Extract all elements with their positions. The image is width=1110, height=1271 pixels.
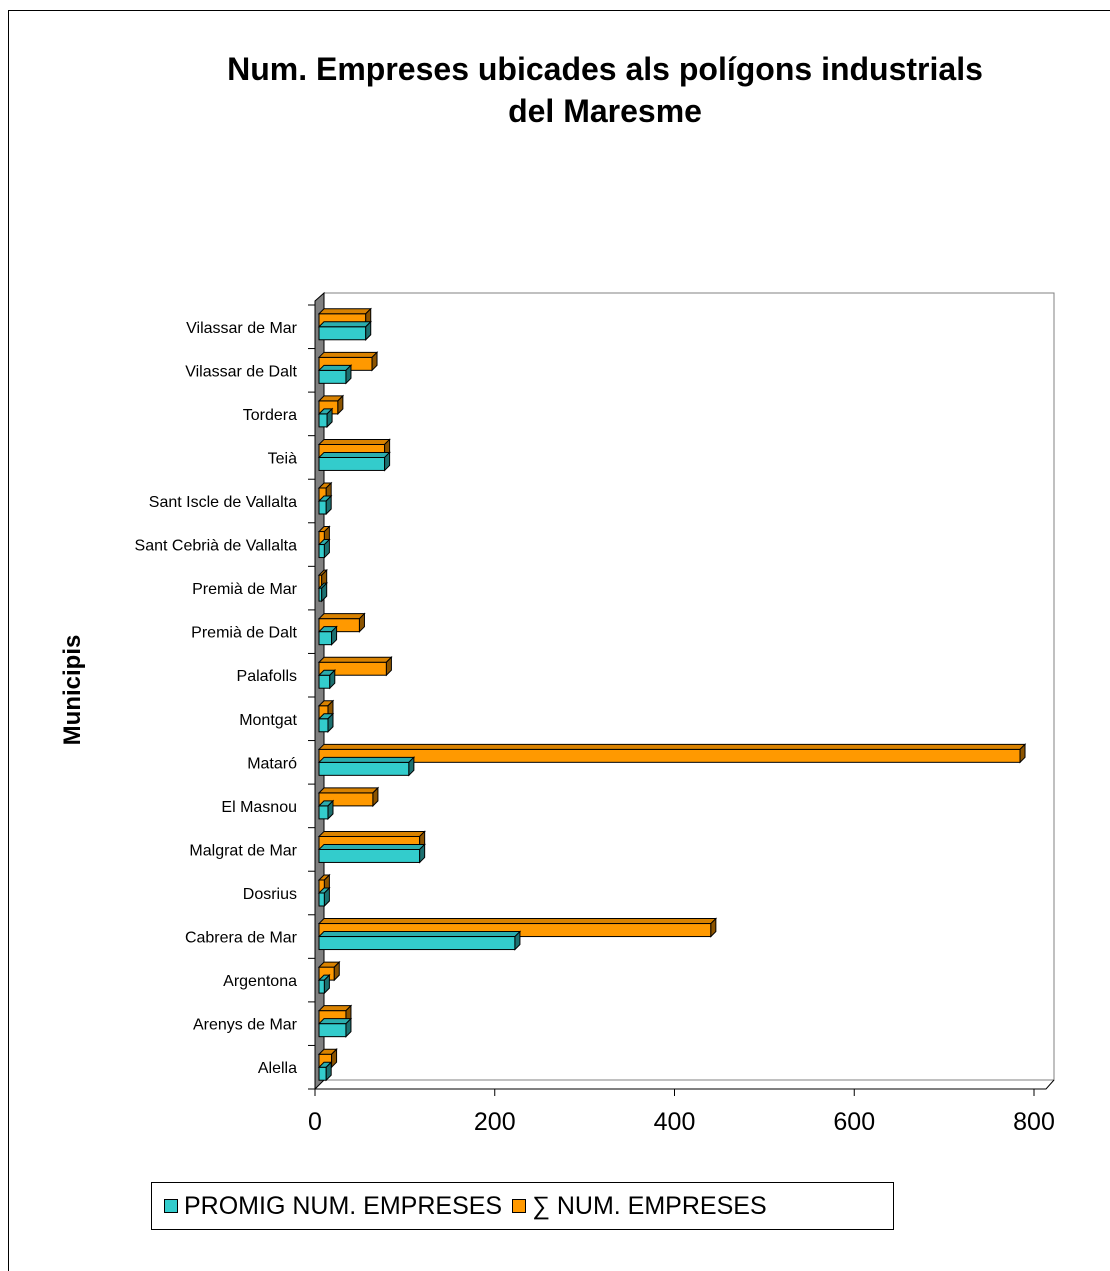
x-tick-label: 800 <box>1013 1108 1055 1136</box>
bar-promig-end <box>345 364 352 385</box>
bar-promig <box>318 761 410 776</box>
bar-promig-end <box>384 451 391 472</box>
bar-sum-top <box>317 743 1027 750</box>
category-label: Arenys de Mar <box>193 1017 298 1034</box>
category-label: Malgrat de Mar <box>189 842 297 859</box>
bar-sum-top <box>317 351 379 358</box>
legend-item-sum: ∑ NUM. EMPRESES <box>512 1192 767 1221</box>
legend-label-promig: PROMIG NUM. EMPRESES <box>184 1191 503 1220</box>
category-label: Mataró <box>247 755 297 772</box>
x-tick-label: 0 <box>308 1108 322 1136</box>
legend-swatch-sum <box>512 1199 527 1213</box>
legend-swatch-promig <box>164 1199 178 1213</box>
bar-sum-top <box>317 830 426 837</box>
category-label: Premià de Mar <box>192 581 298 598</box>
bar-promig <box>318 1023 347 1038</box>
bar-promig <box>318 674 331 689</box>
plot-floor <box>315 1079 1055 1090</box>
chart-title: Num. Empreses ubicades als polígons indu… <box>100 48 1110 132</box>
category-label: Dosrius <box>243 886 297 903</box>
category-label: Alella <box>258 1060 297 1077</box>
bar-sum <box>318 748 1021 763</box>
chart-title-line-1: Num. Empreses ubicades als polígons indu… <box>227 51 983 87</box>
category-label: Vilassar de Dalt <box>185 363 297 380</box>
category-label: Tordera <box>243 407 297 424</box>
bar-promig-end <box>327 712 334 733</box>
bar-sum-top <box>317 308 372 315</box>
bar-promig-end <box>323 538 330 559</box>
bar-promig-end <box>325 494 332 516</box>
x-tick-label: 200 <box>474 1108 516 1136</box>
category-label: Sant Cebrià de Vallalta <box>135 538 298 555</box>
bar-sum-top <box>317 656 393 663</box>
bar-promig-end <box>345 1017 352 1038</box>
bar-promig-end <box>419 843 426 864</box>
bar-sum-top <box>317 787 380 794</box>
bar-promig <box>318 805 329 820</box>
category-label: Montgat <box>239 712 297 729</box>
bar-promig <box>318 936 516 951</box>
bar-promig <box>318 326 367 341</box>
category-label: Argentona <box>223 973 297 990</box>
bar-promig-end <box>323 886 330 908</box>
bar-promig <box>318 544 325 559</box>
bar-promig-end <box>326 407 333 429</box>
bar-promig-end <box>327 799 334 821</box>
bar-promig <box>318 979 325 994</box>
bar-promig <box>318 718 329 733</box>
bar-promig-end <box>329 669 336 690</box>
bar-sum-top <box>317 918 718 925</box>
bar-sum-end <box>371 351 378 372</box>
bar-sum-end <box>710 917 717 938</box>
bar-promig <box>318 500 327 515</box>
bar-promig-top <box>317 931 522 938</box>
bar-promig-top <box>317 843 426 850</box>
chart-title-line-2: del Maresme <box>508 93 702 129</box>
bar-promig <box>318 848 421 863</box>
bar-sum-end <box>385 656 392 677</box>
bar-promig-top <box>317 321 372 328</box>
bar-sum-end <box>372 786 379 808</box>
bar-sum-end <box>333 960 340 982</box>
bar-promig <box>318 456 386 471</box>
plot-back-wall <box>323 292 1055 1081</box>
bar-promig-end <box>321 581 328 603</box>
bar-promig-end <box>514 930 521 951</box>
category-label: El Masnou <box>221 799 297 816</box>
x-tick-label: 400 <box>654 1108 696 1136</box>
bar-promig-end <box>365 320 372 341</box>
y-axis-title: Municipis <box>59 635 86 746</box>
bar-promig-end <box>325 1061 332 1082</box>
chart-plot: Alella Arenys de Mar Argentona Cabrera de M… <box>59 291 1055 1136</box>
category-label: Sant Iscle de Vallalta <box>149 494 297 511</box>
category-label: Cabrera de Mar <box>185 930 298 947</box>
category-label: Palafolls <box>237 668 297 685</box>
category-label: Premià de Dalt <box>191 625 297 642</box>
category-label: Teià <box>268 450 297 467</box>
x-tick-label: 600 <box>833 1108 875 1136</box>
bar-promig <box>318 892 325 907</box>
chart-frame <box>8 10 1110 1271</box>
bar-promig-top <box>317 756 416 763</box>
legend-item-promig: PROMIG NUM. EMPRESES <box>164 1192 502 1221</box>
bar-sum-end <box>358 612 365 633</box>
bar-sum-top <box>317 438 391 445</box>
bar-sum-end <box>337 394 344 416</box>
category-label: Vilassar de Mar <box>186 320 298 337</box>
bar-promig <box>318 1066 327 1081</box>
bar-promig-end <box>323 973 330 995</box>
bar-sum-end <box>1019 743 1026 764</box>
legend-label-sum: ∑ NUM. EMPRESES <box>532 1191 767 1220</box>
bar-promig <box>318 369 347 384</box>
bar-sum-top <box>317 613 366 620</box>
bar-promig <box>318 413 328 428</box>
bar-promig-end <box>408 756 415 777</box>
chart-legend: PROMIG NUM. EMPRESES ∑ NUM. EMPRESES <box>151 1182 894 1230</box>
bar-promig-top <box>317 451 391 458</box>
bar-promig-end <box>331 625 338 646</box>
bar-promig <box>318 631 333 646</box>
